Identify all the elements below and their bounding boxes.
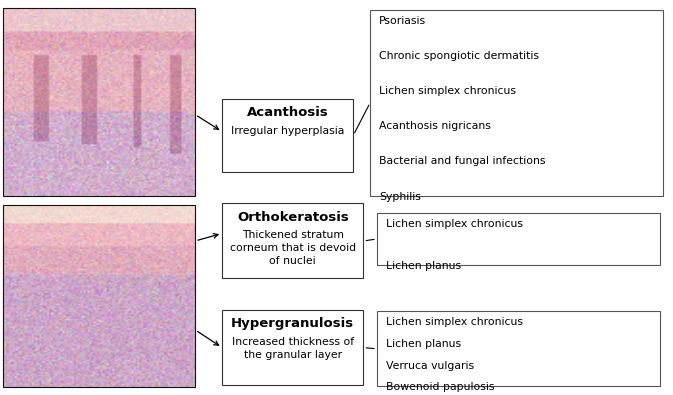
Text: Bowenoid papulosis: Bowenoid papulosis <box>386 382 494 392</box>
Text: Bacterial and fungal infections: Bacterial and fungal infections <box>379 156 545 166</box>
Bar <box>377 311 660 386</box>
Text: Orthokeratosis: Orthokeratosis <box>237 211 349 224</box>
Text: Irregular hyperplasia: Irregular hyperplasia <box>231 126 345 135</box>
Bar <box>3 8 195 196</box>
Bar <box>3 205 195 387</box>
Text: Hypergranulosis: Hypergranulosis <box>232 317 354 330</box>
Text: Acanthosis: Acanthosis <box>247 106 328 119</box>
Text: Chronic spongiotic dermatitis: Chronic spongiotic dermatitis <box>379 51 539 61</box>
Text: Syphilis: Syphilis <box>379 192 421 201</box>
Bar <box>222 99 353 172</box>
Text: Lichen simplex chronicus: Lichen simplex chronicus <box>379 86 516 96</box>
Bar <box>222 203 363 278</box>
Text: Psoriasis: Psoriasis <box>379 16 426 26</box>
Bar <box>370 10 663 196</box>
Bar <box>222 310 363 385</box>
Text: Acanthosis nigricans: Acanthosis nigricans <box>379 121 491 131</box>
Bar <box>377 213 660 265</box>
Text: Lichen planus: Lichen planus <box>386 261 461 271</box>
Text: Lichen simplex chronicus: Lichen simplex chronicus <box>386 219 523 229</box>
Text: Increased thickness of
the granular layer: Increased thickness of the granular laye… <box>232 337 354 360</box>
Text: Verruca vulgaris: Verruca vulgaris <box>386 361 474 371</box>
Text: Thickened stratum
corneum that is devoid
of nuclei: Thickened stratum corneum that is devoid… <box>229 230 356 266</box>
Text: Lichen simplex chronicus: Lichen simplex chronicus <box>386 317 523 327</box>
Text: Lichen planus: Lichen planus <box>386 339 461 349</box>
